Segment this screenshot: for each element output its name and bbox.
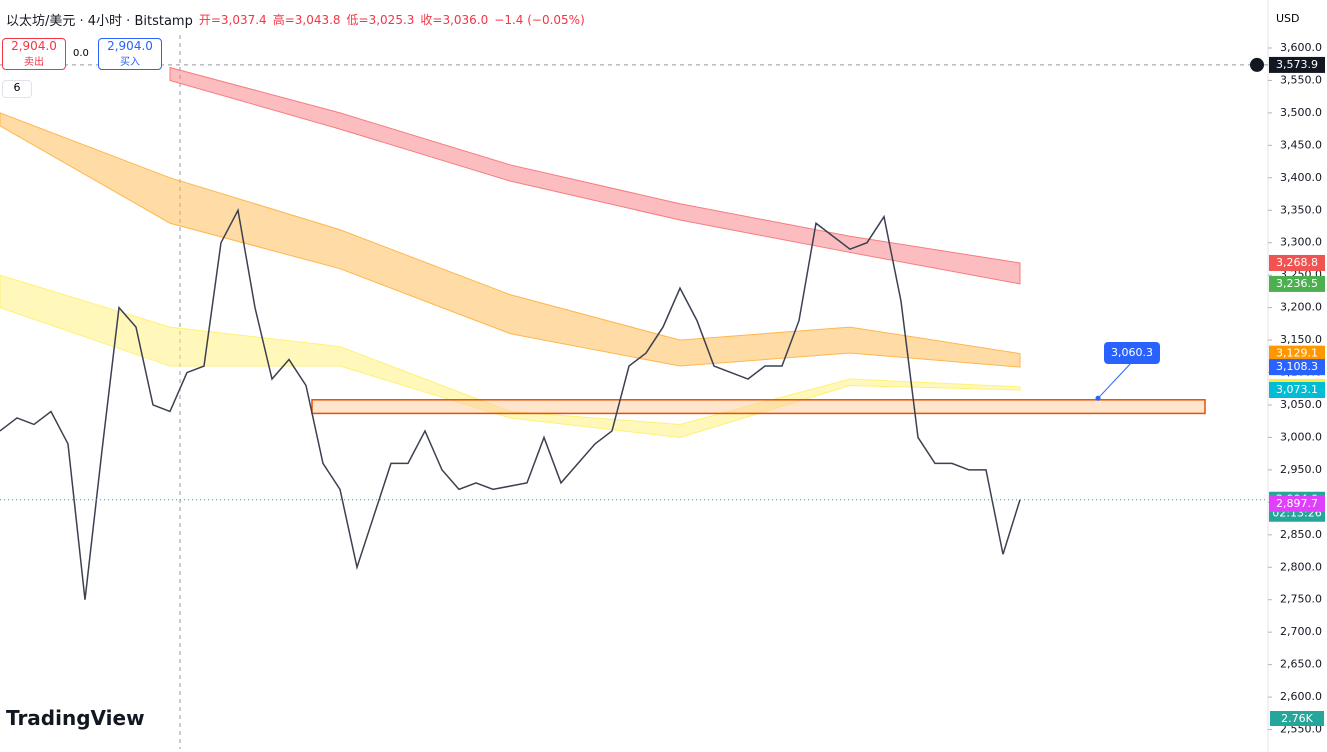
y-tick-label: 2,950.0 bbox=[1280, 463, 1322, 476]
ma-band bbox=[0, 112, 1021, 368]
annotation-label: 3,060.3 bbox=[1111, 346, 1153, 359]
y-tick-label: 3,400.0 bbox=[1280, 171, 1322, 184]
y-tick-label: 3,450.0 bbox=[1280, 138, 1322, 151]
crosshair-tag bbox=[1269, 56, 1325, 73]
y-tick-label: 2,700.0 bbox=[1280, 625, 1322, 638]
price-tag bbox=[1269, 359, 1325, 376]
price-tag bbox=[1269, 345, 1325, 362]
indicator-toggle[interactable]: 6 bbox=[2, 80, 32, 98]
y-tick-label: 3,150.0 bbox=[1280, 333, 1322, 346]
price-line bbox=[0, 207, 1021, 600]
crosshair-plus bbox=[1250, 57, 1264, 72]
volume-tag: 2.76K bbox=[1270, 711, 1324, 726]
price-tag-label: 3,129.1 bbox=[1276, 347, 1318, 360]
y-tick-label: 3,600.0 bbox=[1280, 41, 1322, 54]
y-tick-label: 3,500.0 bbox=[1280, 106, 1322, 119]
annotation-leader bbox=[1097, 361, 1133, 399]
change: −1.4 (−0.05%) bbox=[494, 12, 585, 27]
price-tag bbox=[1269, 254, 1325, 271]
header: 以太坊/美元 · 4小时 · Bitstamp 开=3,037.4 高=3,04… bbox=[6, 10, 585, 30]
buy-label: 买入 bbox=[120, 57, 140, 68]
annotation-point bbox=[1095, 395, 1101, 401]
y-tick-label: 3,050.0 bbox=[1280, 398, 1322, 411]
crosshair-label: 3,573.9 bbox=[1276, 58, 1318, 71]
price-tag-label: 3,236.5 bbox=[1276, 277, 1318, 290]
ohlc-close: 收=3,036.0 bbox=[420, 13, 489, 27]
sell-button[interactable]: 2,904.0 卖出 bbox=[2, 38, 66, 70]
ohlc-high: 高=3,043.8 bbox=[272, 13, 341, 27]
y-tick-label: 2,750.0 bbox=[1280, 593, 1322, 606]
y-tick-label: 2,600.0 bbox=[1280, 690, 1322, 703]
buy-button[interactable]: 2,904.0 买入 bbox=[98, 38, 162, 70]
buy-price: 2,904.0 bbox=[107, 39, 153, 53]
price-tag bbox=[1269, 275, 1325, 292]
y-tick-label: 2,650.0 bbox=[1280, 658, 1322, 671]
y-tick-label: 3,350.0 bbox=[1280, 203, 1322, 216]
ma-band bbox=[0, 274, 1021, 438]
y-tick-label: 2,800.0 bbox=[1280, 560, 1322, 573]
y-tick-label: 2,850.0 bbox=[1280, 528, 1322, 541]
price-tag-label: 2,897.7 bbox=[1276, 497, 1318, 510]
sell-price: 2,904.0 bbox=[11, 39, 57, 53]
price-tag-label: 3,108.3 bbox=[1276, 360, 1318, 373]
price-tag bbox=[1269, 495, 1325, 512]
annotation-box bbox=[1104, 342, 1160, 364]
spread: 0.0 bbox=[73, 48, 89, 59]
symbol: 以太坊/美元 · 4小时 · Bitstamp bbox=[6, 14, 193, 29]
ohlc-low: 低=3,025.3 bbox=[346, 13, 415, 27]
y-tick-label: 3,200.0 bbox=[1280, 301, 1322, 314]
price-tag bbox=[1269, 381, 1325, 398]
ma-band bbox=[169, 66, 1021, 285]
currency-button[interactable]: USD bbox=[1276, 12, 1300, 25]
indicator-count: 6 bbox=[13, 81, 21, 94]
y-tick-label: 3,550.0 bbox=[1280, 73, 1322, 86]
ohlc-open: 开=3,037.4 bbox=[198, 13, 267, 27]
sell-label: 卖出 bbox=[24, 57, 44, 68]
zone-box bbox=[311, 399, 1206, 415]
y-tick-label: 3,000.0 bbox=[1280, 430, 1322, 443]
logo: TradingView bbox=[6, 706, 145, 730]
y-tick-label: 3,300.0 bbox=[1280, 236, 1322, 249]
price-tag-label: 3,268.8 bbox=[1276, 256, 1318, 269]
price-tag-label: 3,073.1 bbox=[1276, 383, 1318, 396]
